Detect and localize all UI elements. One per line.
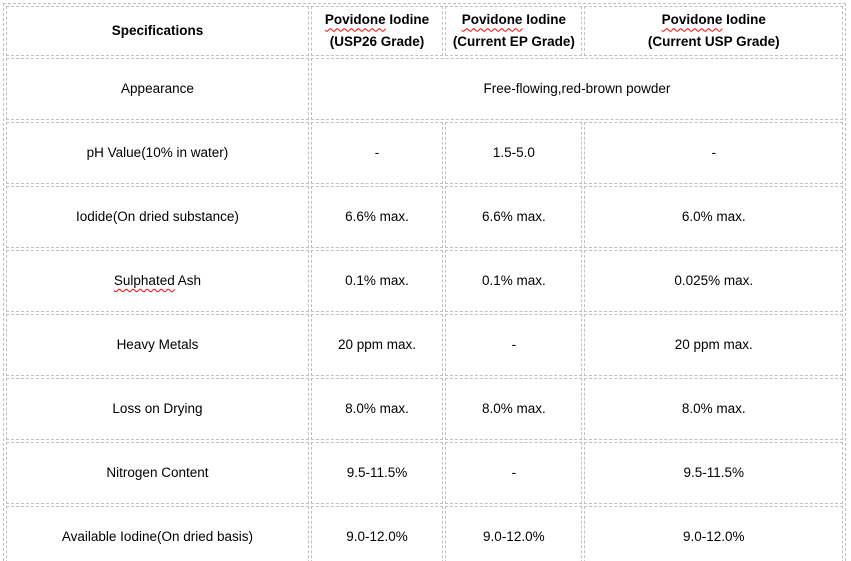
spec-value: 8.0% max.: [310, 378, 444, 440]
header-grade-label: (Current USP Grade): [647, 34, 780, 49]
spec-value-merged: Free-flowing,red-brown powder: [310, 58, 843, 120]
spec-label: pH Value(10% in water): [6, 122, 309, 184]
spec-label: Available Iodine(On dried basis): [6, 506, 309, 561]
spec-label: Nitrogen Content: [6, 442, 309, 504]
header-usp26-grade: Povidone Iodine (USP26 Grade): [310, 6, 444, 56]
table-row-ph-value: pH Value(10% in water) - 1.5-5.0 -: [6, 122, 843, 184]
spec-value: -: [445, 314, 583, 376]
spellcheck-word: Povidone: [324, 12, 386, 28]
spec-value: 6.0% max.: [584, 186, 843, 248]
table-row-loss-on-drying: Loss on Drying 8.0% max. 8.0% max. 8.0% …: [6, 378, 843, 440]
header-row: Specifications Povidone Iodine (USP26 Gr…: [6, 6, 843, 56]
header-product-name: Povidone Iodine: [589, 9, 838, 31]
spec-value: 9.0-12.0%: [445, 506, 583, 561]
header-specifications: Specifications: [6, 6, 309, 56]
header-grade-label: (Current EP Grade): [452, 34, 575, 49]
header-current-ep-grade: Povidone Iodine (Current EP Grade): [445, 6, 583, 56]
spec-value: 0.1% max.: [445, 250, 583, 312]
spec-label: Loss on Drying: [6, 378, 309, 440]
spec-label: Appearance: [6, 58, 309, 120]
spec-value: 8.0% max.: [445, 378, 583, 440]
table-row-heavy-metals: Heavy Metals 20 ppm max. - 20 ppm max.: [6, 314, 843, 376]
spec-value: 1.5-5.0: [445, 122, 583, 184]
spec-value: 9.0-12.0%: [310, 506, 444, 561]
spec-value: 8.0% max.: [584, 378, 843, 440]
spec-value: 20 ppm max.: [584, 314, 843, 376]
spec-value: 9.0-12.0%: [584, 506, 843, 561]
spec-value: 0.1% max.: [310, 250, 444, 312]
spec-value: 9.5-11.5%: [310, 442, 444, 504]
spec-value: 9.5-11.5%: [584, 442, 843, 504]
header-product-name: Povidone Iodine: [316, 9, 438, 31]
header-product-name-rest: Iodine: [522, 12, 566, 28]
spec-label-rest: Ash: [174, 273, 201, 289]
table-row-available-iodine: Available Iodine(On dried basis) 9.0-12.…: [6, 506, 843, 561]
spec-value: -: [445, 442, 583, 504]
header-product-name-rest: Iodine: [722, 12, 766, 28]
header-product-name-rest: Iodine: [385, 12, 430, 28]
header-grade-label: (USP26 Grade): [329, 34, 425, 49]
spec-label: Iodide(On dried substance): [6, 186, 309, 248]
spellcheck-word: Povidone: [661, 12, 723, 28]
specifications-table: Specifications Povidone Iodine (USP26 Gr…: [3, 3, 846, 561]
table-row-appearance: Appearance Free-flowing,red-brown powder: [6, 58, 843, 120]
spec-value: -: [584, 122, 843, 184]
spec-label: Heavy Metals: [6, 314, 309, 376]
spec-value: 0.025% max.: [584, 250, 843, 312]
spec-label: Sulphated Ash: [6, 250, 309, 312]
spec-value: 6.6% max.: [445, 186, 583, 248]
spec-value: 20 ppm max.: [310, 314, 444, 376]
table-row-nitrogen-content: Nitrogen Content 9.5-11.5% - 9.5-11.5%: [6, 442, 843, 504]
table-row-iodide: Iodide(On dried substance) 6.6% max. 6.6…: [6, 186, 843, 248]
spellcheck-word: Sulphated: [113, 273, 175, 289]
table-row-sulphated-ash: Sulphated Ash 0.1% max. 0.1% max. 0.025%…: [6, 250, 843, 312]
spellcheck-word: Povidone: [461, 12, 523, 28]
header-current-usp-grade: Povidone Iodine (Current USP Grade): [584, 6, 843, 56]
spec-value: -: [310, 122, 444, 184]
header-product-name: Povidone Iodine: [450, 9, 577, 31]
spec-value: 6.6% max.: [310, 186, 444, 248]
